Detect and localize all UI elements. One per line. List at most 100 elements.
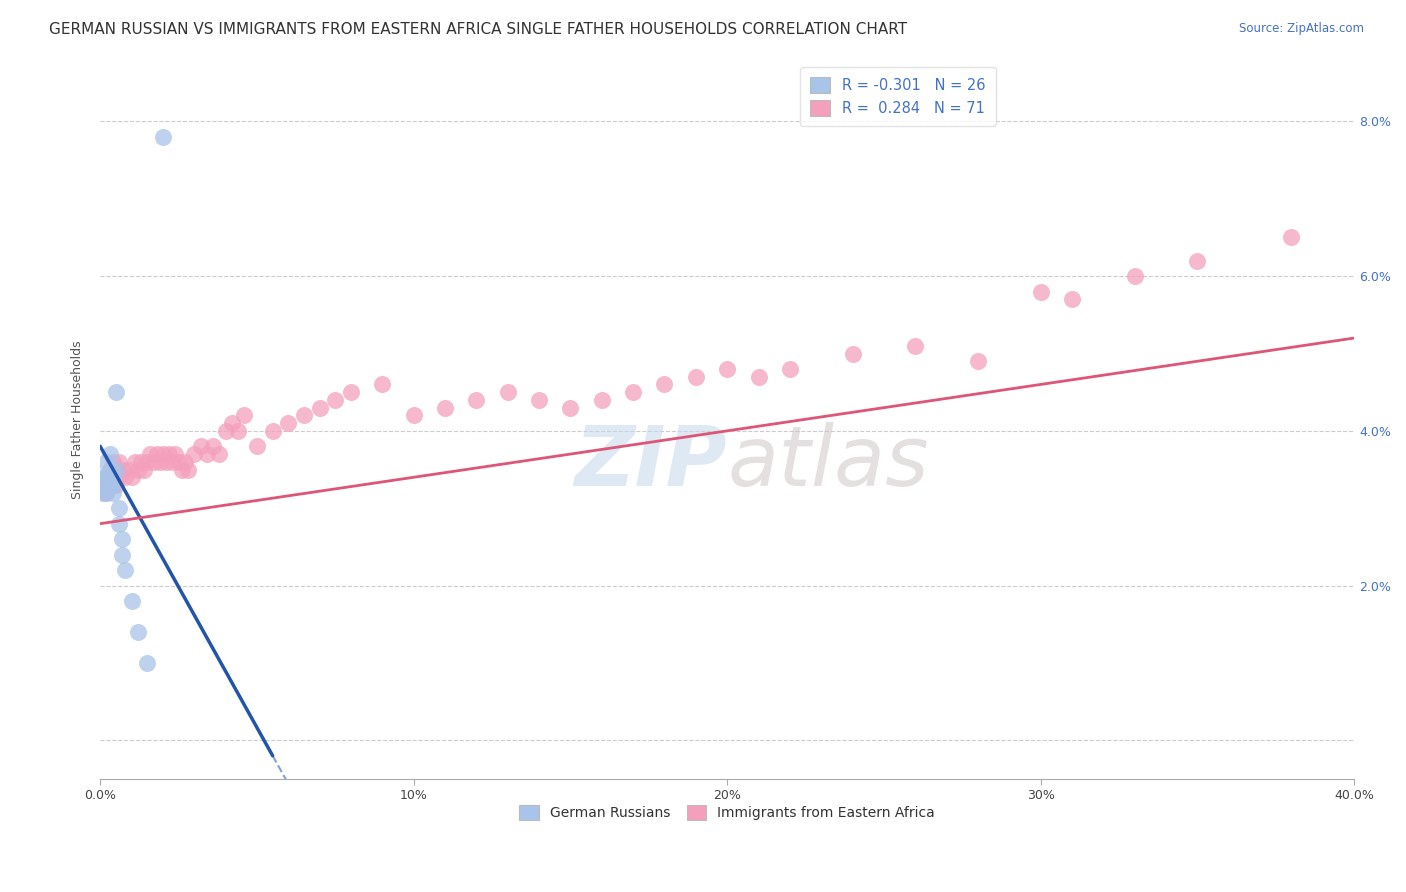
Point xyxy=(98,462,121,476)
Point xyxy=(226,424,249,438)
Point xyxy=(157,447,180,461)
Point xyxy=(124,455,146,469)
Point xyxy=(98,478,121,492)
Point xyxy=(132,462,155,476)
Point xyxy=(93,478,115,492)
Point xyxy=(183,447,205,461)
Point xyxy=(96,455,118,469)
Point xyxy=(904,339,927,353)
Point xyxy=(108,470,131,484)
Point xyxy=(101,455,124,469)
Point xyxy=(101,470,124,484)
Point xyxy=(111,532,134,546)
Text: Source: ZipAtlas.com: Source: ZipAtlas.com xyxy=(1239,22,1364,36)
Point xyxy=(98,470,121,484)
Point xyxy=(1281,230,1303,244)
Point xyxy=(214,424,236,438)
Point xyxy=(96,478,118,492)
Point xyxy=(177,462,200,476)
Point xyxy=(111,462,134,476)
Point xyxy=(167,455,190,469)
Point xyxy=(127,624,149,639)
Point xyxy=(104,462,127,476)
Point xyxy=(841,346,863,360)
Point xyxy=(165,447,187,461)
Point xyxy=(527,392,550,407)
Point xyxy=(308,401,330,415)
Point xyxy=(190,439,212,453)
Point xyxy=(114,563,136,577)
Point xyxy=(162,455,184,469)
Point xyxy=(96,470,118,484)
Point xyxy=(323,392,346,407)
Point xyxy=(98,462,121,476)
Point xyxy=(111,548,134,562)
Point xyxy=(747,369,769,384)
Point xyxy=(152,447,174,461)
Point xyxy=(195,447,218,461)
Point xyxy=(136,455,159,469)
Point xyxy=(136,656,159,670)
Point xyxy=(104,478,127,492)
Point xyxy=(1187,253,1209,268)
Point xyxy=(93,485,115,500)
Point xyxy=(139,447,162,461)
Point xyxy=(121,594,143,608)
Point xyxy=(155,455,177,469)
Point xyxy=(96,485,118,500)
Point xyxy=(142,455,165,469)
Point xyxy=(246,439,269,453)
Point xyxy=(202,439,225,453)
Point xyxy=(152,130,174,145)
Point xyxy=(108,455,131,469)
Text: ZIP: ZIP xyxy=(575,422,727,503)
Point xyxy=(129,455,152,469)
Point xyxy=(117,462,139,476)
Point xyxy=(145,447,167,461)
Point xyxy=(104,462,127,476)
Point xyxy=(93,470,115,484)
Point xyxy=(277,416,299,430)
Point xyxy=(1060,293,1083,307)
Legend: German Russians, Immigrants from Eastern Africa: German Russians, Immigrants from Eastern… xyxy=(513,799,941,826)
Text: GERMAN RUSSIAN VS IMMIGRANTS FROM EASTERN AFRICA SINGLE FATHER HOUSEHOLDS CORREL: GERMAN RUSSIAN VS IMMIGRANTS FROM EASTER… xyxy=(49,22,907,37)
Point xyxy=(98,478,121,492)
Y-axis label: Single Father Households: Single Father Households xyxy=(72,340,84,499)
Point xyxy=(127,462,149,476)
Point xyxy=(96,470,118,484)
Point xyxy=(402,409,425,423)
Point xyxy=(101,478,124,492)
Text: atlas: atlas xyxy=(727,422,929,503)
Point xyxy=(108,501,131,516)
Point xyxy=(716,362,738,376)
Point xyxy=(340,385,363,400)
Point xyxy=(149,455,172,469)
Point xyxy=(560,401,582,415)
Point xyxy=(967,354,990,368)
Point xyxy=(101,485,124,500)
Point xyxy=(434,401,457,415)
Point xyxy=(96,485,118,500)
Point xyxy=(221,416,243,430)
Point xyxy=(654,377,676,392)
Point xyxy=(496,385,519,400)
Point xyxy=(170,462,193,476)
Point xyxy=(121,470,143,484)
Point xyxy=(262,424,284,438)
Point xyxy=(292,409,315,423)
Point xyxy=(93,478,115,492)
Point xyxy=(779,362,801,376)
Point xyxy=(371,377,394,392)
Point xyxy=(108,516,131,531)
Point xyxy=(114,470,136,484)
Point xyxy=(621,385,644,400)
Point xyxy=(591,392,613,407)
Point xyxy=(98,447,121,461)
Point xyxy=(208,447,231,461)
Point xyxy=(101,470,124,484)
Point xyxy=(93,478,115,492)
Point xyxy=(104,385,127,400)
Point xyxy=(685,369,707,384)
Point xyxy=(465,392,488,407)
Point xyxy=(233,409,256,423)
